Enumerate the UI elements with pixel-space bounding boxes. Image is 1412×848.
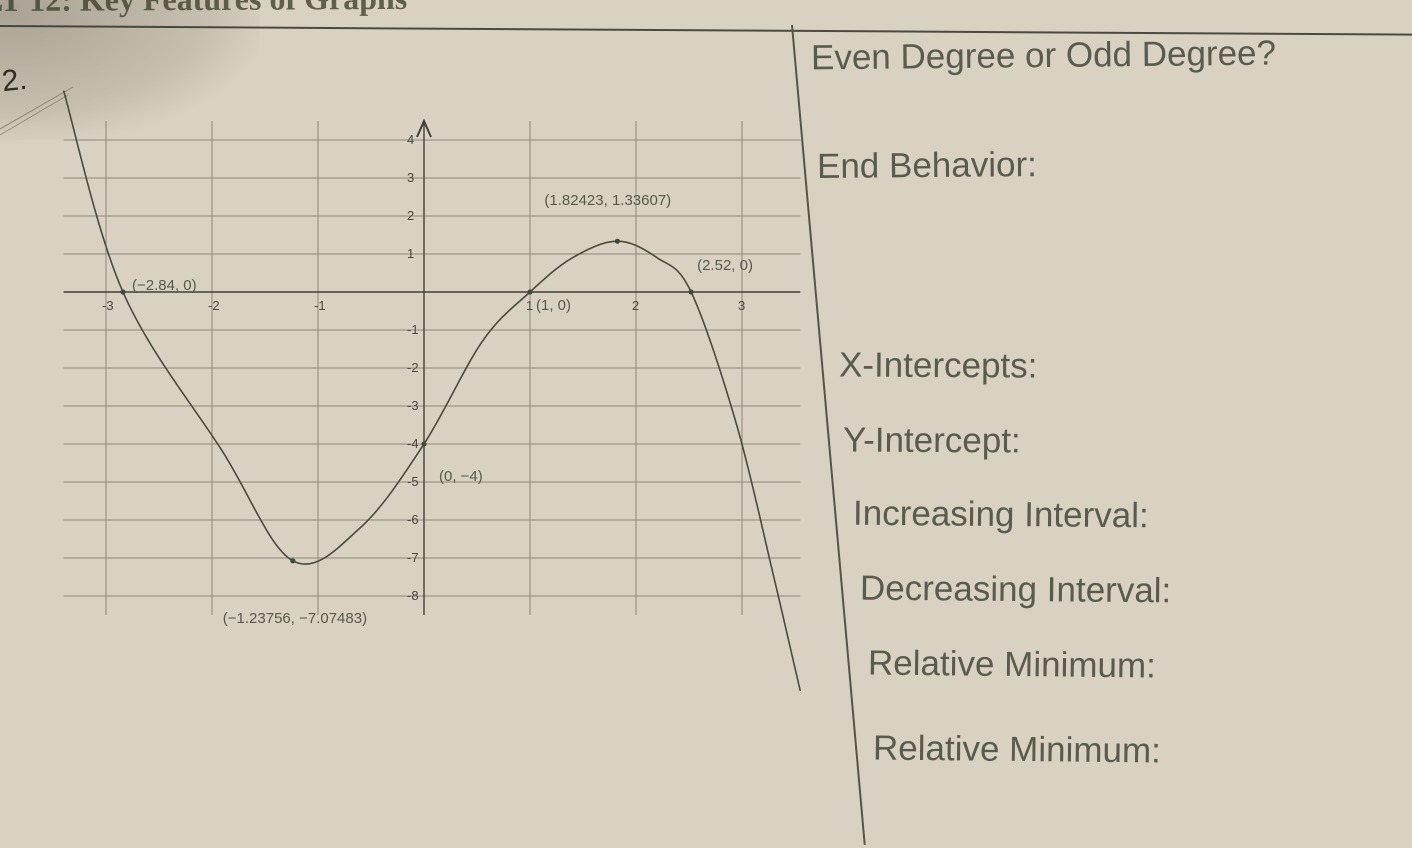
svg-text:-3: -3 <box>102 298 114 313</box>
svg-text:-1: -1 <box>314 298 326 313</box>
svg-text:-1: -1 <box>407 322 419 337</box>
svg-text:-4: -4 <box>407 436 419 451</box>
svg-text:3: 3 <box>738 298 745 313</box>
svg-text:(1.82423, 1.33607): (1.82423, 1.33607) <box>544 192 671 209</box>
svg-text:1: 1 <box>407 246 414 261</box>
svg-text:2: 2 <box>407 208 414 223</box>
svg-text:-6: -6 <box>407 512 419 527</box>
svg-text:-8: -8 <box>407 588 419 603</box>
svg-text:3: 3 <box>407 170 414 185</box>
svg-text:-2: -2 <box>208 298 220 313</box>
svg-text:-2: -2 <box>407 360 419 375</box>
svg-text:(0, −4): (0, −4) <box>439 468 483 485</box>
svg-text:1: 1 <box>526 298 533 313</box>
svg-text:-3: -3 <box>407 398 419 413</box>
svg-text:-5: -5 <box>407 474 419 489</box>
svg-text:4: 4 <box>407 132 414 147</box>
svg-text:(2.52, 0): (2.52, 0) <box>697 257 753 274</box>
svg-text:(−2.84, 0): (−2.84, 0) <box>132 277 197 294</box>
svg-text:(1, 0): (1, 0) <box>536 297 571 314</box>
svg-text:-7: -7 <box>407 550 419 565</box>
svg-text:2: 2 <box>632 298 639 313</box>
svg-text:(−1.23756, −7.07483): (−1.23756, −7.07483) <box>223 610 367 627</box>
